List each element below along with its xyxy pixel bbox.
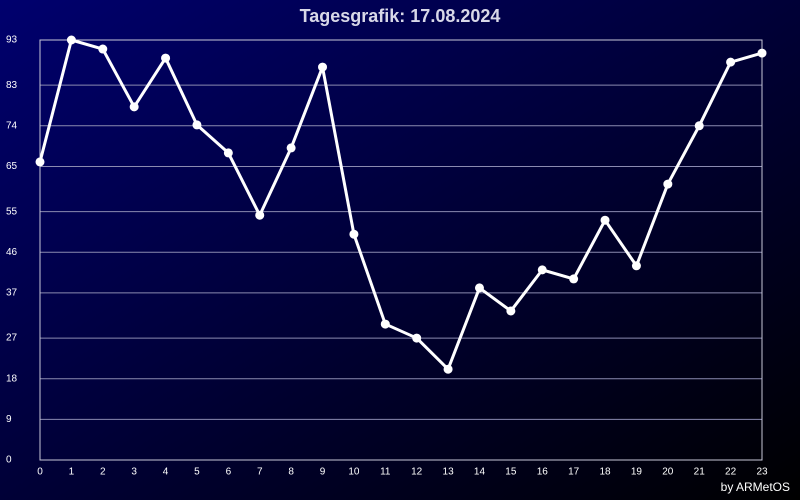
x-tick-label: 1 (69, 467, 75, 478)
x-tick-label: 23 (756, 467, 768, 478)
point (726, 57, 736, 67)
point (318, 62, 328, 72)
point (255, 210, 265, 220)
point (443, 364, 453, 374)
plot-border (39, 39, 763, 461)
point (600, 215, 610, 225)
x-tick-label: 22 (725, 467, 737, 478)
y-tick-label: 18 (6, 373, 18, 384)
chart-title: Tagesgrafik: 17.08.2024 (300, 6, 501, 26)
point (474, 283, 484, 293)
point (161, 53, 171, 63)
x-tick-label: 17 (568, 467, 580, 478)
x-tick-label: 6 (226, 467, 232, 478)
point (35, 157, 45, 167)
x-tick-label: 11 (380, 467, 391, 478)
y-tick-label: 27 (6, 333, 18, 344)
y-tick-label: 9 (6, 414, 12, 425)
point (286, 143, 296, 153)
x-tick-label: 8 (288, 467, 294, 478)
x-tick-label: 16 (537, 467, 549, 478)
x-tick-label: 2 (100, 467, 106, 478)
point (129, 102, 139, 112)
x-tick-label: 9 (320, 467, 326, 478)
point (380, 319, 390, 329)
x-tick-label: 18 (599, 467, 611, 478)
y-tick-label: 83 (6, 80, 18, 91)
x-tick-label: 5 (194, 467, 200, 478)
y-tick-label: 37 (6, 288, 18, 299)
x-tick-label: 13 (443, 467, 455, 478)
line (38, 38, 763, 371)
y-tick-label: 74 (6, 120, 18, 131)
x-tick-label: 7 (257, 467, 263, 478)
point (694, 121, 704, 131)
point (757, 48, 767, 58)
x-tick-label: 21 (694, 467, 706, 478)
x-tick-label: 4 (163, 467, 169, 478)
x-tick-label: 14 (474, 467, 486, 478)
x-tick-label: 15 (505, 467, 517, 478)
x-tick-label: 3 (131, 467, 137, 478)
point (223, 148, 233, 158)
point (537, 265, 547, 275)
point (412, 333, 422, 343)
y-tick-label: 46 (6, 247, 18, 258)
x-tick-label: 0 (37, 467, 43, 478)
y-tick-label: 65 (6, 161, 18, 172)
y-tick-label: 93 (6, 35, 18, 46)
x-tick-label: 10 (348, 467, 360, 478)
point (349, 229, 359, 239)
x-tick-label: 20 (662, 467, 674, 478)
y-tick-label: 0 (6, 455, 12, 466)
point (66, 35, 76, 45)
x-tick-label: 19 (631, 467, 643, 478)
point (192, 120, 202, 130)
x-tick-label: 12 (411, 467, 423, 478)
point (631, 261, 641, 271)
point (98, 44, 108, 54)
y-tick-label: 55 (6, 206, 18, 217)
point (569, 274, 579, 284)
point (506, 306, 516, 316)
point (663, 179, 673, 189)
credit: by ARMetOS (721, 480, 790, 494)
